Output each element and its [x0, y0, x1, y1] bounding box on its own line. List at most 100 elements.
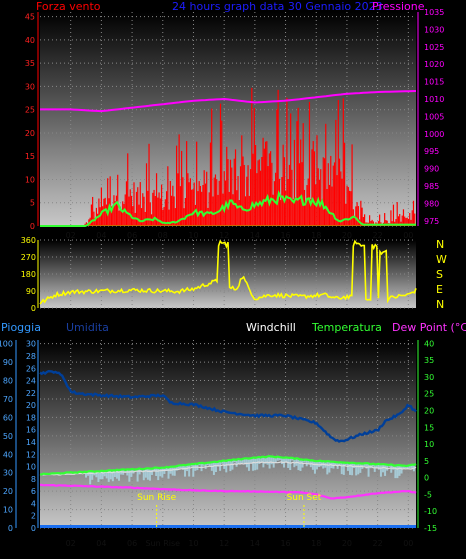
humidity-tick-label: 40: [3, 450, 13, 459]
pressure-tick-label: 995: [424, 147, 439, 156]
dewpoint-legend-label: Dew Point (°C): [392, 321, 466, 334]
time-tick-label: 20: [342, 539, 352, 548]
time-tick-label: 22: [373, 539, 383, 548]
rain-legend-label: Pioggia: [1, 321, 41, 334]
direction-tick-label: 360: [21, 236, 36, 245]
wind-direction-lines: [39, 239, 417, 305]
sun-event-label: Sun Set: [287, 493, 322, 503]
dewpoint-line: [39, 483, 417, 500]
rain-tick-label: 22: [26, 389, 36, 398]
wind-bars: [83, 87, 416, 226]
rain-tick-label: 18: [26, 413, 36, 422]
rain-tick-label: 20: [26, 401, 36, 410]
time-tick-label: 12: [219, 231, 229, 240]
wind-tick-label: 40: [25, 36, 35, 45]
time-tick-label: 16: [280, 231, 290, 240]
compass-label: E: [436, 283, 443, 296]
temperature-ticks: 0102030405060708090100024681012141618202…: [0, 339, 437, 548]
time-tick-label: 06: [127, 539, 137, 548]
temperature-tick-label: 20: [424, 407, 434, 416]
time-tick-label: 08: [158, 231, 168, 240]
wind-direction-line: [39, 239, 417, 305]
rain-tick-label: 10: [26, 463, 36, 472]
time-tick-label: 14: [250, 231, 260, 240]
humidity-legend-label: Umidita: [66, 321, 109, 334]
direction-tick-label: 270: [21, 253, 36, 262]
rain-tick-label: 2: [31, 512, 36, 521]
wind-tick-label: 25: [25, 106, 35, 115]
time-tick-label: 10: [188, 231, 198, 240]
temperature-grid: [40, 340, 416, 529]
time-tick-label: 06: [127, 231, 137, 240]
wind-tick-label: 10: [25, 175, 35, 184]
pressure-line: [40, 90, 417, 113]
humidity-tick-label: 10: [3, 506, 13, 515]
pressure-tick-label: 1000: [424, 130, 444, 139]
pressure-tick-label: 1025: [424, 43, 444, 52]
rain-tick-label: 0: [31, 524, 36, 533]
humidity-tick-label: 70: [3, 395, 13, 404]
time-tick-label: 04: [96, 231, 106, 240]
pressure-tick-label: 1035: [424, 8, 444, 17]
rain-tick-label: 12: [26, 450, 36, 459]
time-tick-label: 02: [66, 231, 76, 240]
sun-event-label: Sun Rise: [137, 493, 176, 503]
temperature-tick-label: 35: [424, 356, 434, 365]
temperature-tick-label: 5: [424, 457, 429, 466]
time-tick-label: 12: [219, 539, 229, 548]
windchill-line: [39, 461, 417, 476]
humidity-tick-label: 60: [3, 413, 13, 422]
temperature-tick-label: 15: [424, 423, 434, 432]
humidity-tick-label: 30: [3, 469, 13, 478]
temperature-line: [39, 454, 417, 476]
time-tick-label: 16: [280, 539, 290, 548]
wind-tick-label: 0: [30, 222, 35, 231]
time-tick-label: 14: [250, 539, 260, 548]
pressure-tick-label: 1005: [424, 112, 444, 121]
compass-label: W: [436, 253, 447, 266]
rain-tick-label: 8: [31, 475, 36, 484]
direction-tick-label: 0: [31, 304, 36, 313]
rain-tick-label: 24: [26, 377, 36, 386]
time-tick-label: Sun Rise: [145, 539, 180, 548]
wind-tick-label: 5: [30, 199, 35, 208]
wind-pressure-lines: [40, 90, 417, 227]
wind-average-line: [40, 190, 416, 227]
time-tick-label: 22: [373, 231, 383, 240]
wind-pressure-ticks: 0510152025303540459759809859909951000100…: [25, 8, 445, 240]
rain-tick-label: 6: [31, 487, 36, 496]
temperature-tick-label: -10: [424, 507, 437, 516]
pressure-tick-label: 1010: [424, 95, 444, 104]
humidity-tick-label: 90: [3, 358, 13, 367]
pressure-tick-label: 1015: [424, 78, 444, 87]
rain-tick-label: 4: [31, 499, 36, 508]
humidity-tick-label: 20: [3, 487, 13, 496]
temperature-legend-label: Temperatura: [311, 321, 382, 334]
time-tick-label: 20: [342, 231, 352, 240]
temperature-tick-label: -5: [424, 490, 432, 499]
humidity-line: [39, 369, 417, 443]
humidity-tick-label: 100: [0, 340, 13, 349]
compass-label: S: [436, 268, 443, 281]
pressure-tick-label: 1020: [424, 60, 444, 69]
humidity-tick-label: 80: [3, 377, 13, 386]
direction-tick-label: 90: [26, 287, 36, 296]
pressure-tick-label: 985: [424, 182, 439, 191]
temperature-lines: Sun Rise Sun Set: [39, 369, 417, 528]
temperature-tick-label: -15: [424, 524, 437, 533]
wind-tick-label: 35: [25, 59, 35, 68]
temperature-tick-label: 40: [424, 339, 434, 348]
time-tick-label: 00: [403, 231, 413, 240]
rain-tick-label: 28: [26, 352, 36, 361]
temperature-tick-label: 30: [424, 373, 434, 382]
temperature-tick-label: 10: [424, 440, 434, 449]
wind-tick-label: 15: [25, 152, 35, 161]
pressure-legend-label: Pressione: [372, 0, 425, 13]
time-tick-label: 10: [188, 539, 198, 548]
humidity-tick-label: 0: [8, 524, 13, 533]
rain-tick-label: 30: [26, 340, 36, 349]
